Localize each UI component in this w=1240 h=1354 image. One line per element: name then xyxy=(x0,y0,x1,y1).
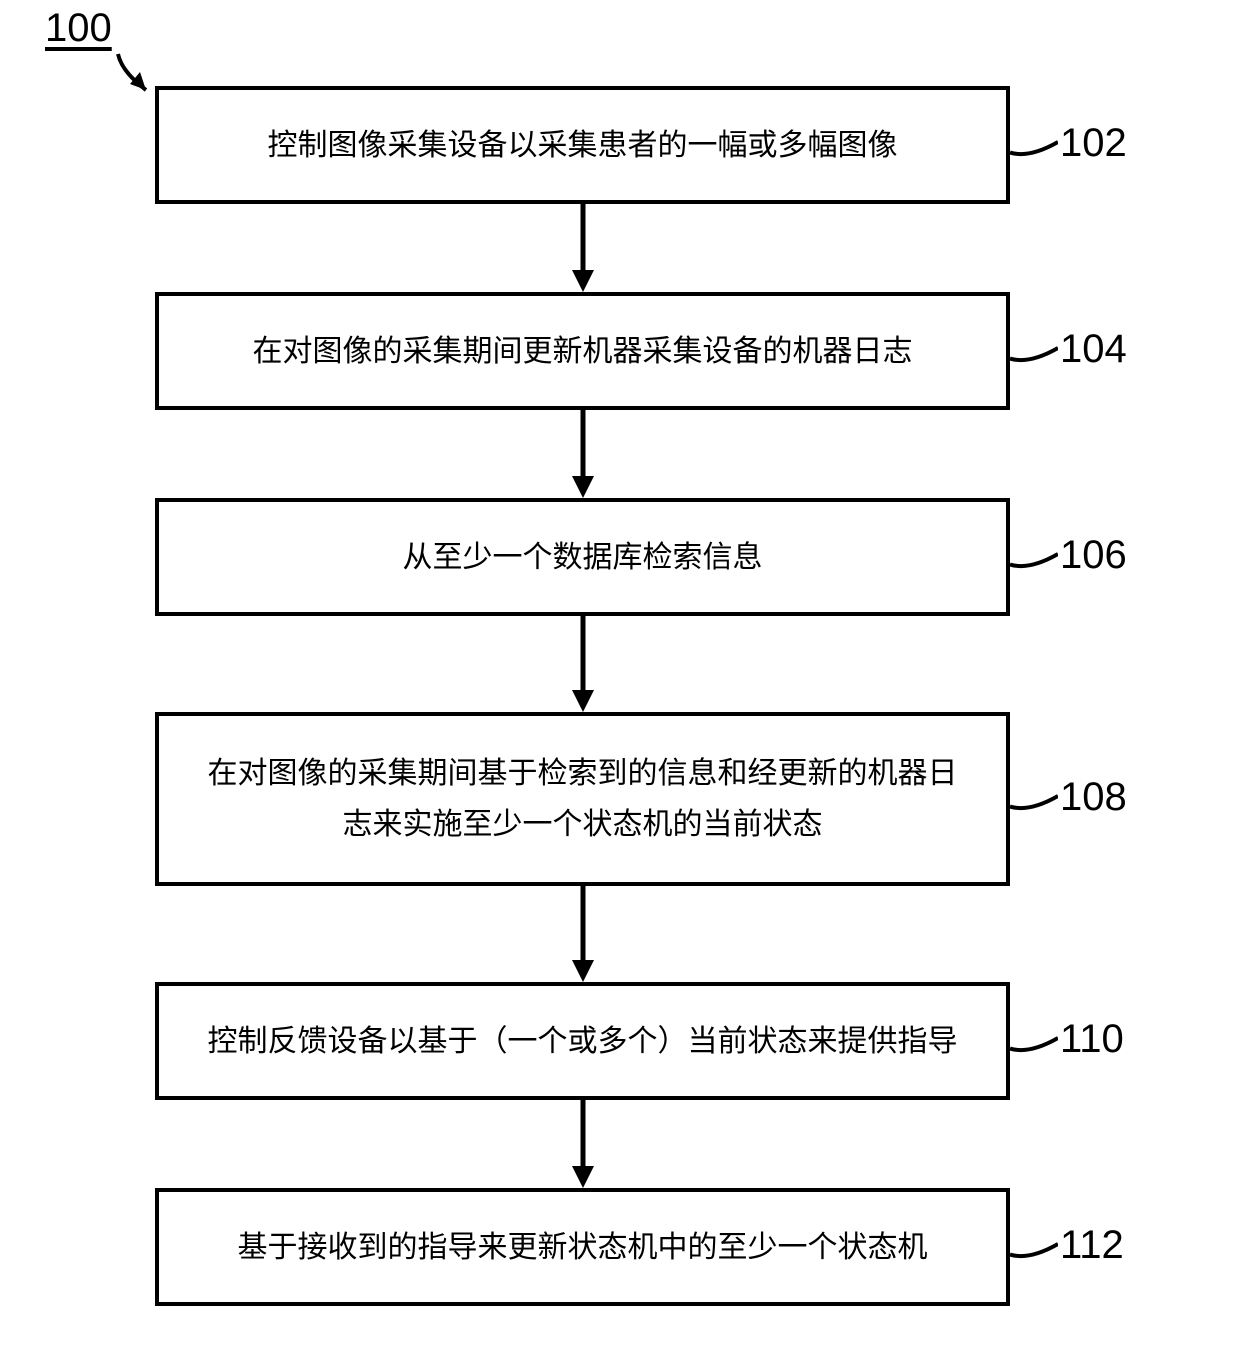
flow-step-text: 控制反馈设备以基于（一个或多个）当前状态来提供指导 xyxy=(208,1016,958,1067)
flow-step-text: 基于接收到的指导来更新状态机中的至少一个状态机 xyxy=(238,1222,928,1273)
leader-line xyxy=(1010,542,1058,572)
flow-step-text: 在对图像的采集期间更新机器采集设备的机器日志 xyxy=(253,326,913,377)
flow-arrow xyxy=(561,886,605,982)
flow-arrow xyxy=(561,616,605,712)
flow-step-106: 从至少一个数据库检索信息 xyxy=(155,498,1010,616)
flow-step-102: 控制图像采集设备以采集患者的一幅或多幅图像 xyxy=(155,86,1010,204)
flow-arrow xyxy=(561,410,605,498)
flow-step-number-112: 112 xyxy=(1060,1223,1124,1268)
figure-number-label: 100 xyxy=(45,6,112,51)
flow-step-text: 在对图像的采集期间基于检索到的信息和经更新的机器日志来实施至少一个状态机的当前状… xyxy=(199,748,966,850)
flow-step-112: 基于接收到的指导来更新状态机中的至少一个状态机 xyxy=(155,1188,1010,1306)
flow-step-number-104: 104 xyxy=(1060,327,1127,372)
leader-line xyxy=(1010,784,1058,814)
flow-step-number-110: 110 xyxy=(1060,1017,1124,1062)
flow-step-110: 控制反馈设备以基于（一个或多个）当前状态来提供指导 xyxy=(155,982,1010,1100)
flow-step-text: 从至少一个数据库检索信息 xyxy=(403,532,763,583)
flow-step-number-108: 108 xyxy=(1060,775,1127,820)
flow-step-104: 在对图像的采集期间更新机器采集设备的机器日志 xyxy=(155,292,1010,410)
figure-pointer-arrow xyxy=(110,52,156,98)
flow-step-text: 控制图像采集设备以采集患者的一幅或多幅图像 xyxy=(268,120,898,171)
leader-line xyxy=(1010,1232,1058,1262)
flow-step-108: 在对图像的采集期间基于检索到的信息和经更新的机器日志来实施至少一个状态机的当前状… xyxy=(155,712,1010,886)
flow-step-number-102: 102 xyxy=(1060,121,1127,166)
flow-arrow xyxy=(561,204,605,292)
leader-line xyxy=(1010,336,1058,366)
flow-step-number-106: 106 xyxy=(1060,533,1127,578)
leader-line xyxy=(1010,1026,1058,1056)
flow-arrow xyxy=(561,1100,605,1188)
leader-line xyxy=(1010,130,1058,160)
